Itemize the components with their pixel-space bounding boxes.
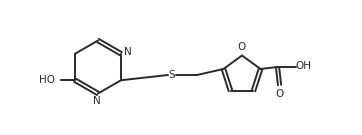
Text: S: S (169, 70, 175, 80)
Text: OH: OH (295, 61, 312, 71)
Text: N: N (93, 97, 101, 107)
Text: HO: HO (39, 75, 55, 85)
Text: N: N (124, 47, 132, 57)
Text: O: O (275, 89, 284, 99)
Text: O: O (238, 41, 246, 51)
